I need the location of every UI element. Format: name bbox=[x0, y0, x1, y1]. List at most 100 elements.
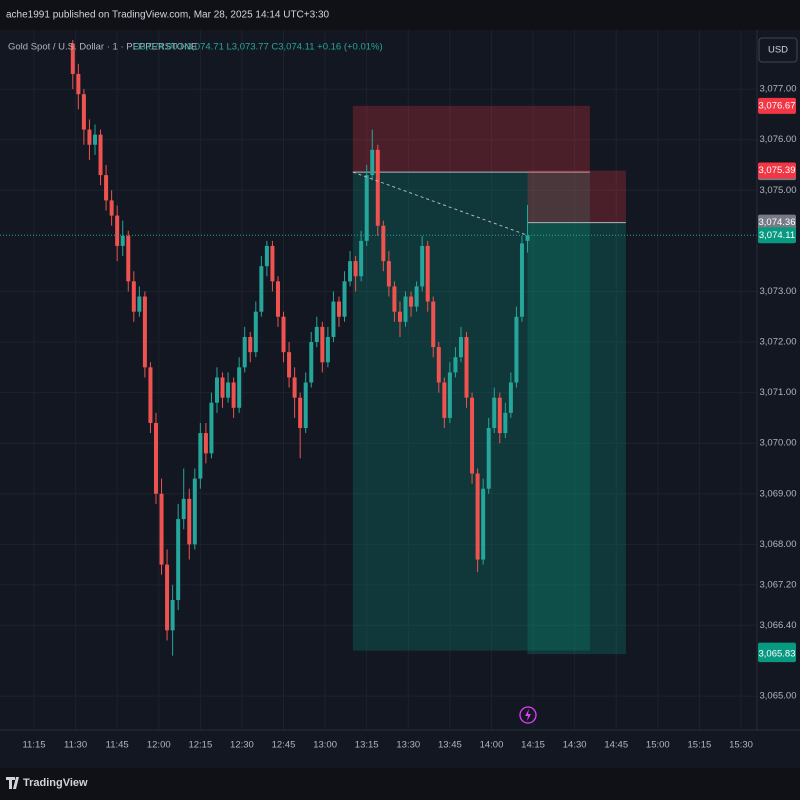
price-badge bbox=[758, 646, 796, 663]
x-tick-label: 15:30 bbox=[729, 740, 753, 751]
candle-body bbox=[231, 382, 236, 408]
candles bbox=[70, 40, 530, 656]
candle-body bbox=[442, 382, 447, 418]
projection-line bbox=[352, 171, 528, 236]
candle-body bbox=[458, 336, 463, 358]
y-tick-label: 3,070.00 bbox=[760, 438, 797, 449]
candle-body bbox=[270, 245, 275, 282]
candle-body bbox=[226, 382, 231, 398]
candle-body bbox=[98, 134, 103, 176]
candle-body bbox=[508, 382, 513, 413]
candle-body bbox=[242, 336, 247, 368]
candle-body bbox=[364, 175, 369, 241]
candle-body bbox=[431, 301, 436, 348]
candle-body bbox=[275, 281, 280, 317]
symbol-title: Gold Spot / U.S. Dollar · 1 · PEPPERSTON… bbox=[8, 42, 197, 53]
currency-button[interactable] bbox=[758, 37, 798, 63]
x-tick-label: 11:30 bbox=[64, 740, 87, 751]
candle-body bbox=[237, 367, 242, 408]
candle-body bbox=[248, 336, 253, 353]
candle-body bbox=[447, 372, 452, 418]
candle-body bbox=[92, 134, 97, 145]
ohlc-legend: O3,074.00 H3,074.71 L3,073.77 C3,074.11 … bbox=[133, 42, 383, 53]
alert-circle[interactable] bbox=[519, 706, 537, 724]
alert-bolt[interactable] bbox=[525, 709, 531, 721]
candle-body bbox=[309, 342, 314, 383]
y-tick-label: 3,076.00 bbox=[760, 134, 797, 145]
alert-icon[interactable] bbox=[519, 706, 537, 724]
price-badge bbox=[758, 227, 796, 244]
candle-body bbox=[475, 473, 480, 560]
price-badge-label: 3,074.11 bbox=[759, 230, 795, 241]
candle-body bbox=[409, 296, 414, 307]
top-bar bbox=[0, 0, 800, 30]
price-badge bbox=[758, 162, 796, 179]
brand-name: TradingView bbox=[23, 777, 88, 789]
stop-zone bbox=[527, 170, 626, 223]
grid bbox=[0, 30, 757, 730]
candle-body bbox=[187, 498, 192, 545]
x-tick-label: 13:30 bbox=[396, 740, 420, 751]
x-tick-label: 14:00 bbox=[480, 740, 504, 751]
y-tick-label: 3,071.00 bbox=[760, 387, 797, 398]
y-tick-label: 3,072.00 bbox=[760, 337, 797, 348]
x-tick-label: 13:45 bbox=[438, 740, 462, 751]
x-tick-label: 12:45 bbox=[272, 740, 296, 751]
y-tick-label: 3,069.00 bbox=[760, 488, 797, 499]
x-tick-label: 14:45 bbox=[604, 740, 628, 751]
candle-body bbox=[87, 129, 92, 145]
x-tick-label: 15:15 bbox=[688, 740, 712, 751]
candle-body bbox=[436, 347, 441, 383]
candle-body bbox=[519, 243, 524, 317]
y-tick-label: 3,066.40 bbox=[760, 620, 797, 631]
price-badge-label: 3,076.67 bbox=[759, 100, 796, 111]
x-tick-label: 15:00 bbox=[646, 740, 670, 751]
x-tick-label: 14:30 bbox=[563, 740, 587, 751]
candle-body bbox=[320, 326, 325, 363]
y-tick-label: 3,065.00 bbox=[760, 691, 797, 702]
candle-body bbox=[292, 377, 297, 398]
candle-body bbox=[303, 382, 308, 429]
candle-body bbox=[203, 433, 208, 454]
candle-body bbox=[464, 336, 469, 398]
candle-body bbox=[503, 412, 508, 434]
candle-body bbox=[486, 428, 491, 489]
candle-body bbox=[325, 336, 330, 363]
overlay bbox=[0, 171, 757, 236]
candle-body bbox=[470, 397, 475, 474]
position-zones bbox=[352, 105, 626, 655]
candle-body bbox=[492, 397, 497, 429]
candle-body bbox=[287, 352, 292, 378]
candle-body bbox=[403, 296, 408, 322]
candle-body bbox=[497, 397, 502, 434]
candle-body bbox=[76, 73, 81, 95]
y-tick-label: 3,073.00 bbox=[760, 286, 797, 297]
x-tick-label: 14:15 bbox=[521, 740, 545, 751]
candle-body bbox=[381, 225, 386, 262]
candle-body bbox=[353, 261, 358, 277]
candle-body bbox=[298, 397, 303, 429]
candle-body bbox=[109, 200, 114, 216]
candle-body bbox=[142, 296, 147, 368]
x-tick-label: 11:45 bbox=[106, 740, 129, 751]
candle-body bbox=[414, 286, 419, 307]
candle-body bbox=[153, 422, 158, 494]
candle-body bbox=[198, 433, 203, 479]
x-tick-label: 12:15 bbox=[188, 740, 212, 751]
candle-body bbox=[253, 311, 258, 353]
candle-body bbox=[420, 245, 425, 287]
candle-body bbox=[348, 261, 353, 282]
candle-body bbox=[259, 266, 264, 312]
candle-body bbox=[159, 493, 164, 565]
candle-body bbox=[214, 377, 219, 403]
candle-body bbox=[209, 402, 214, 454]
currency-label[interactable]: USD bbox=[768, 45, 788, 56]
brand-logo bbox=[6, 777, 19, 789]
x-tick-label: 12:30 bbox=[230, 740, 254, 751]
candle-body bbox=[370, 149, 375, 176]
candle-body bbox=[104, 175, 109, 201]
candle-body bbox=[115, 215, 120, 246]
candle-body bbox=[514, 316, 519, 383]
candle-body bbox=[131, 281, 136, 312]
